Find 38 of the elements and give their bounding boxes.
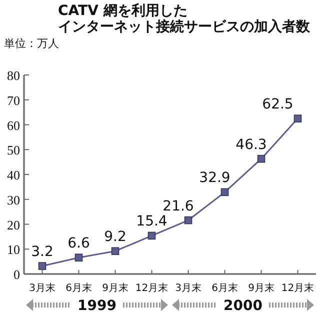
data-label: 3.2 — [31, 244, 54, 260]
x-tick-label: 9月末 — [248, 282, 274, 294]
text: 1999 — [78, 298, 116, 314]
x-tick-label: 12月末 — [135, 282, 168, 294]
point — [220, 188, 229, 196]
data-label: 15.4 — [136, 214, 168, 230]
data-label: 62.5 — [262, 96, 294, 113]
x-tick-label: 3月末 — [29, 282, 56, 294]
text: 2000 — [224, 298, 263, 314]
x-tick-label: 6月末 — [66, 282, 92, 294]
data-label: 6.6 — [68, 236, 90, 252]
y-tick-label: 20 — [7, 217, 20, 232]
y-tick-label: 40 — [7, 168, 20, 182]
data-label: 9.2 — [104, 229, 126, 246]
x-tick-label: 3月末 — [175, 282, 202, 294]
y-tick-label: 50 — [7, 142, 20, 158]
point — [74, 254, 83, 262]
y-tick-label: 60 — [7, 118, 20, 133]
data-label: 21.6 — [162, 198, 194, 214]
point — [257, 154, 266, 163]
x-tick-label: 6月末 — [212, 282, 238, 294]
point — [111, 247, 120, 256]
x-tick-label: 12月末 — [281, 282, 314, 294]
x-tick-label: 9月末 — [102, 282, 128, 294]
data-label: 32.9 — [199, 170, 230, 186]
y-tick-label: 70 — [7, 92, 20, 108]
chart-subtitle: インターネット接続サービスの加入者数 — [58, 18, 311, 35]
chart-title: CATV 網を利用した — [58, 3, 188, 19]
point — [38, 262, 46, 270]
point — [148, 232, 156, 240]
y-tick-label: 0 — [14, 267, 20, 282]
y-tick-label: 80 — [7, 68, 20, 83]
data-label: 46.3 — [236, 136, 267, 153]
point — [294, 114, 302, 122]
y-axis-title: 単位：万人 — [4, 37, 59, 50]
y-tick-label: 30 — [7, 192, 20, 208]
point — [184, 216, 192, 224]
y-tick-label: 10 — [7, 242, 20, 258]
